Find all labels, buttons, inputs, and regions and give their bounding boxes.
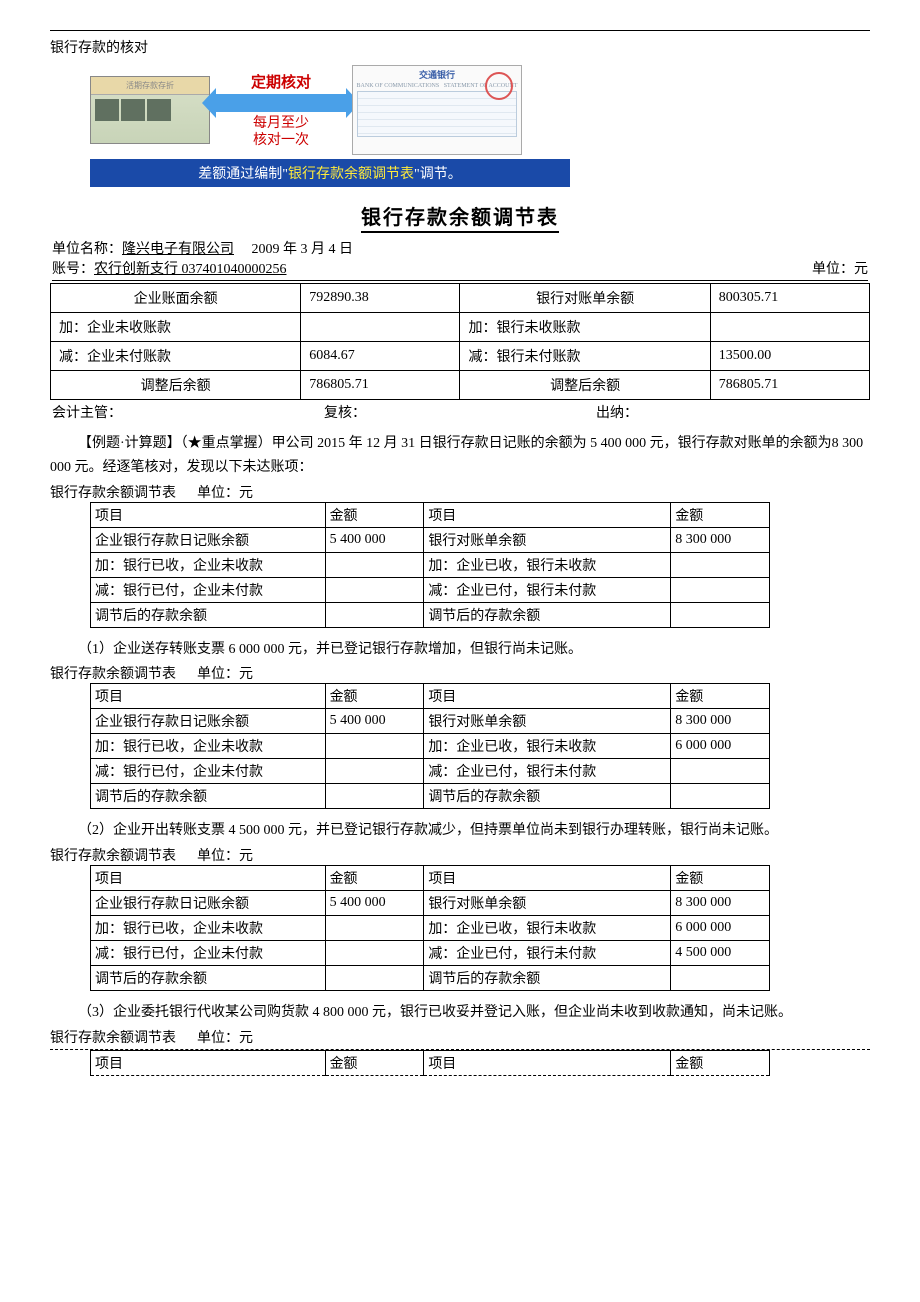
example-table-3: 项目 金额 项目 金额	[90, 1050, 770, 1076]
table1-caption: 银行存款余额调节表 单位：元	[50, 663, 870, 683]
table-row: 减：银行已付，企业未付款减：企业已付，银行未付款4 500 000	[91, 941, 770, 966]
table-row: 加：银行已收，企业未收款加：企业已收，银行未收款6 000 000	[91, 916, 770, 941]
reconcile-footer: 会计主管： 复核： 出纳：	[52, 402, 868, 422]
bank-statement-image: 交通银行 BANK OF COMMUNICATIONS STATEMENT OF…	[352, 65, 522, 155]
table-row: 加：银行已收，企业未收款加：企业已收，银行未收款6 000 000	[91, 734, 770, 759]
stamp-icon	[485, 72, 513, 100]
diagram-banner: 差额通过编制"银行存款余额调节表"调节。	[90, 159, 570, 187]
step3-text: （3）企业委托银行代收某公司购货款 4 800 000 元，银行已收妥并登记入账…	[50, 1001, 870, 1025]
table-row: 企业账面余额 792890.38 银行对账单余额 800305.71	[51, 284, 870, 313]
table-row: 项目金额 项目金额	[91, 684, 770, 709]
table-row: 减：银行已付，企业未付款减：企业已付，银行未付款	[91, 577, 770, 602]
page-title: 银行存款的核对	[50, 37, 870, 57]
double-arrow-icon	[216, 94, 346, 112]
table-row: 调节后的存款余额调节后的存款余额	[91, 784, 770, 809]
table-row: 调节后的存款余额调节后的存款余额	[91, 966, 770, 991]
step2-text: （2）企业开出转账支票 4 500 000 元，并已登记银行存款减少，但持票单位…	[50, 819, 870, 843]
table-row: 项目 金额 项目 金额	[91, 1050, 770, 1075]
table-row: 调整后余额 786805.71 调整后余额 786805.71	[51, 371, 870, 400]
table-row: 企业银行存款日记账余额5 400 000银行对账单余额8 300 000	[91, 527, 770, 552]
step1-text: （1）企业送存转账支票 6 000 000 元，并已登记银行存款增加，但银行尚未…	[50, 638, 870, 662]
table-row: 调节后的存款余额调节后的存款余额	[91, 602, 770, 627]
passbook-image: 活期存款存折	[90, 76, 210, 144]
table-row: 减：银行已付，企业未付款减：企业已付，银行未付款	[91, 759, 770, 784]
table-row: 加：企业未收账款 加：银行未收账款	[51, 313, 870, 342]
reconcile-table: 企业账面余额 792890.38 银行对账单余额 800305.71 加：企业未…	[50, 283, 870, 400]
reconcile-header-line1: 单位名称：隆兴电子有限公司 2009 年 3 月 4 日	[52, 238, 868, 258]
reconcile-title: 银行存款余额调节表	[50, 201, 870, 230]
table-row: 企业银行存款日记账余额5 400 000银行对账单余额8 300 000	[91, 709, 770, 734]
example-table-1: 项目金额 项目金额 企业银行存款日记账余额5 400 000银行对账单余额8 3…	[90, 683, 770, 809]
table3-caption: 银行存款余额调节表 单位：元	[50, 1027, 870, 1050]
top-rule	[50, 30, 870, 31]
table-row: 项目金额 项目金额	[91, 866, 770, 891]
arrow-top-label: 定期核对	[251, 71, 311, 92]
example-table-2: 项目金额 项目金额 企业银行存款日记账余额5 400 000银行对账单余额8 3…	[90, 865, 770, 991]
table-row: 减：企业未付账款 6084.67 减：银行未付账款 13500.00	[51, 342, 870, 371]
arrow-bottom-label: 每月至少 核对一次	[253, 116, 309, 150]
reconcile-header-line2: 账号：农行创新支行 037401040000256 单位：元	[52, 258, 868, 281]
example-table-0: 项目 金额 项目 金额 企业银行存款日记账余额5 400 000银行对账单余额8…	[90, 502, 770, 628]
table2-caption: 银行存款余额调节表 单位：元	[50, 845, 870, 865]
table-row: 项目 金额 项目 金额	[91, 502, 770, 527]
diagram: 活期存款存折 定期核对 每月至少 核对一次 交通银行 BANK OF COMMU…	[90, 65, 570, 187]
table0-caption: 银行存款余额调节表 单位：元	[50, 482, 870, 502]
example-intro: 【例题·计算题】（★重点掌握）甲公司 2015 年 12 月 31 日银行存款日…	[50, 432, 870, 480]
table-row: 加：银行已收，企业未收款加：企业已收，银行未收款	[91, 552, 770, 577]
table-row: 企业银行存款日记账余额5 400 000银行对账单余额8 300 000	[91, 891, 770, 916]
